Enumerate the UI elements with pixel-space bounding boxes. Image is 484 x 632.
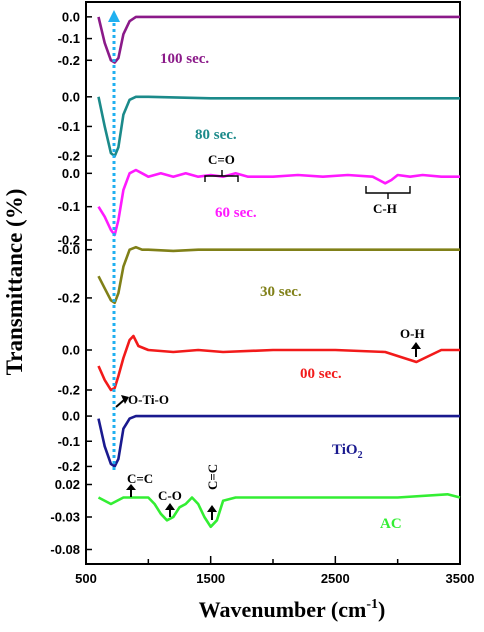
series-label-00-sec: 00 sec. [300, 366, 342, 382]
c-c-arrow-icon-2 [207, 505, 217, 512]
y-tick-label: 0.0 [62, 166, 80, 181]
y-tick-label: -0.1 [58, 119, 80, 134]
annotation-o-ti-o: O-Ti-O [128, 392, 169, 407]
y-tick-label: -0.2 [58, 383, 80, 398]
annotation-c-double-c-1: C=C [127, 471, 153, 486]
series-label-100-sec: 100 sec. [160, 51, 209, 67]
y-tick-label: -0.1 [58, 31, 80, 46]
y-tick-label: -0.1 [58, 199, 80, 214]
x-axis-title-close: ) [378, 597, 385, 622]
c-o-bracket [204, 170, 239, 182]
y-tick-label: 0.02 [55, 477, 80, 492]
x-tick-label: 3500 [446, 571, 475, 586]
series-line [97, 15, 460, 64]
series-label-tio2: TiO2 [332, 442, 363, 461]
y-tick-label: -0.0 [58, 242, 80, 257]
annotation-c-double-c-2: C=C [205, 464, 220, 490]
guide-arrow-icon [108, 10, 120, 22]
x-tick-label: 1500 [196, 571, 225, 586]
y-axis-title: Transmittance (%) [2, 189, 27, 376]
series-line [97, 168, 460, 237]
c-c-arrow-icon-1 [126, 484, 136, 490]
x-axis-title-sup: -1 [366, 597, 378, 612]
c-h-bracket [365, 186, 411, 199]
o-ti-o-arrow-shaft [115, 399, 125, 408]
annotation-c-o: C-O [158, 488, 182, 503]
y-tick-label: 0.0 [62, 343, 80, 358]
y-tick-label: -0.2 [58, 290, 80, 305]
y-tick-label: 0.0 [62, 89, 80, 104]
series-label-ac: AC [380, 516, 402, 532]
x-tick-label: 500 [75, 571, 97, 586]
y-tick-label: -0.03 [50, 510, 80, 525]
series-layer [97, 15, 461, 529]
y-tick-label: 0.0 [62, 9, 80, 24]
y-tick-label: -0.2 [58, 149, 80, 164]
series-line [97, 334, 460, 392]
y-tick-label: -0.2 [58, 53, 80, 68]
o-ti-o-arrow-icon [121, 395, 129, 404]
y-tick-label: 0.0 [62, 409, 80, 424]
y-tick-label: -0.1 [58, 434, 80, 449]
series-label-80-sec: 80 sec. [195, 127, 237, 143]
series-line [97, 493, 461, 529]
y-tick-label: -0.08 [50, 542, 80, 557]
y-tick-layer: 0.0-0.1-0.20.0-0.1-0.20.0-0.1-0.2-0.0-0.… [50, 9, 92, 557]
annotation-c-h: C-H [373, 201, 397, 216]
x-axis-title-main: Wavenumber (cm [199, 597, 367, 622]
annotation-o-h: O-H [400, 326, 425, 341]
series-label-tio2-main: TiO [332, 442, 358, 458]
series-line [97, 414, 460, 468]
y-tick-label: -0.2 [58, 233, 80, 248]
series-label-30-sec: 30 sec. [260, 284, 302, 300]
series-label-tio2-sub: 2 [358, 450, 363, 461]
y-tick-label: -0.2 [58, 459, 80, 474]
x-tick-layer [85, 556, 461, 564]
annotation-c-double-o: C=O [208, 152, 235, 167]
o-h-arrow-icon [411, 342, 421, 349]
c-o-arrow-icon [165, 503, 175, 510]
series-label-60-sec: 60 sec. [215, 205, 257, 221]
x-tick-label: 2500 [321, 571, 350, 586]
series-line [97, 95, 460, 158]
x-axis-title: Wavenumber (cm-1) [199, 597, 386, 622]
